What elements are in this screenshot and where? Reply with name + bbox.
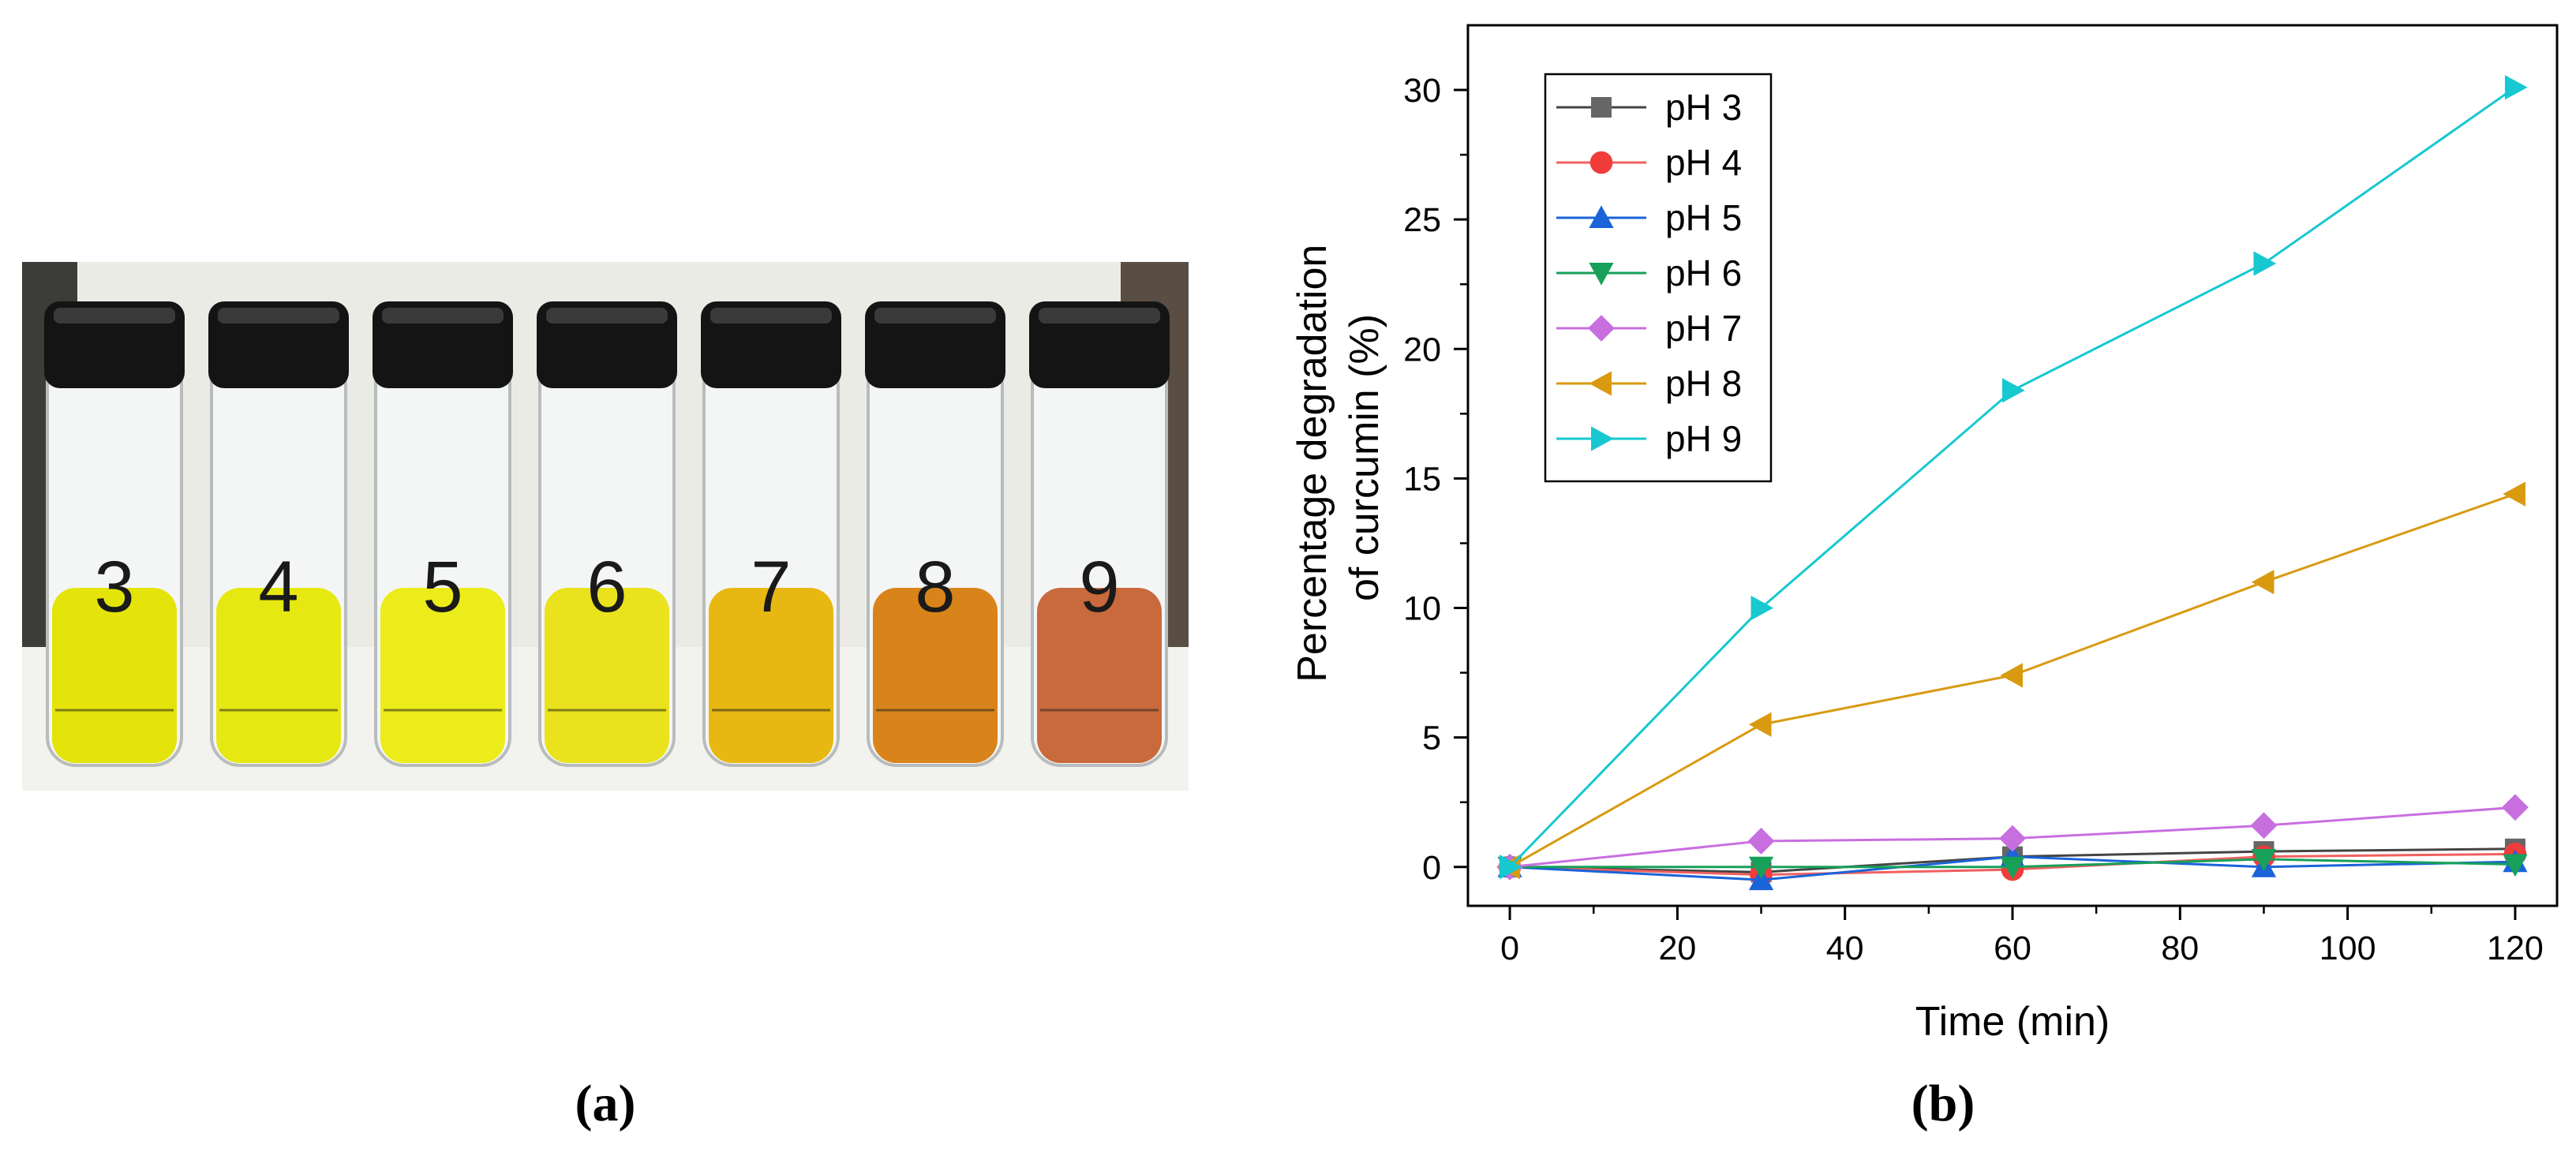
y-tick-label: 5 (1422, 720, 1441, 757)
legend-label: pH 8 (1665, 363, 1742, 404)
vial: 4 (208, 301, 349, 767)
legend-box (1544, 73, 1773, 483)
y-tick-label: 30 (1403, 72, 1441, 110)
vial-liquid (545, 588, 669, 763)
vial-photo: 3 4 5 6 7 8 9 (22, 262, 1189, 791)
y-axis-title: Percentage degradation of curcumin (%) (1290, 233, 1387, 683)
data-point (1500, 855, 1522, 880)
legend-marker (1589, 151, 1613, 174)
y-axis-title-line-2: of curcumin (%) (1342, 314, 1387, 601)
x-tick-label: 120 (2487, 929, 2544, 967)
x-tick-label: 20 (1658, 929, 1696, 967)
vial: 9 (1029, 301, 1170, 767)
vial: 6 (537, 301, 677, 767)
vial-liquid (709, 588, 833, 763)
y-tick-label: 25 (1403, 201, 1441, 239)
vial-liquid (52, 588, 177, 763)
vial: 7 (701, 301, 841, 767)
vial-number-label: 4 (258, 547, 298, 627)
data-point (2250, 812, 2278, 840)
data-point (2251, 848, 2277, 872)
legend-item: pH 8 (1556, 363, 1742, 404)
vial-number-label: 6 (586, 547, 627, 627)
series-group (1496, 75, 2529, 891)
legend-label: pH 5 (1665, 197, 1742, 238)
x-tick-label: 60 (1994, 929, 2031, 967)
data-point (1999, 825, 2026, 852)
data-point (2000, 856, 2025, 880)
legend-label: pH 9 (1665, 418, 1742, 459)
legend-marker (1589, 371, 1612, 396)
vials-group: 3 4 5 6 7 8 9 (44, 301, 1170, 767)
vial-cap-highlight (382, 308, 504, 324)
x-axis-ticks: 0 20 40 60 80 100 120 (1500, 906, 2544, 967)
data-point (2503, 481, 2525, 507)
legend-label: pH 6 (1665, 252, 1742, 294)
legend-label: pH 3 (1665, 87, 1742, 128)
legend-item: pH 5 (1556, 197, 1742, 238)
vial: 5 (373, 301, 513, 767)
legend-marker (1591, 426, 1614, 451)
vial-cap-highlight (218, 308, 339, 324)
y-tick-label: 20 (1403, 331, 1441, 368)
vial-cap-highlight (874, 308, 996, 324)
y-tick-label: 0 (1422, 849, 1441, 887)
legend-marker (1588, 315, 1615, 342)
vial: 8 (865, 301, 1005, 767)
legend: pH 3 pH 4 pH 5 pH 6 pH 7 pH 8 pH 9 (1544, 73, 1773, 483)
data-point (2253, 251, 2277, 276)
x-tick-label: 40 (1826, 929, 1864, 967)
x-tick-label: 100 (2320, 929, 2376, 967)
y-axis-title-line-1: Percentage degradation (1290, 245, 1335, 683)
x-axis-title: Time (min) (1915, 999, 2110, 1045)
data-point (1750, 595, 1774, 621)
data-point (2502, 794, 2529, 821)
panel-a-label: (a) (575, 1075, 636, 1132)
legend-item: pH 7 (1556, 308, 1742, 349)
vial-cap-highlight (546, 308, 668, 324)
vial-number-label: 7 (751, 547, 791, 627)
data-point (2504, 75, 2528, 100)
legend-marker (1589, 205, 1614, 228)
legend-marker (1589, 263, 1614, 286)
vial-number-label: 3 (94, 547, 134, 627)
data-point (2503, 854, 2528, 877)
series-ph-9 (1500, 75, 2528, 880)
vial-cap-highlight (710, 308, 832, 324)
data-point (1748, 712, 1772, 737)
legend-item: pH 4 (1556, 142, 1742, 183)
legend-item: pH 9 (1556, 418, 1742, 459)
data-point (1748, 856, 1774, 880)
legend-label: pH 4 (1665, 142, 1742, 183)
series-ph-8 (1497, 481, 2525, 880)
vial-cap-highlight (54, 308, 175, 324)
vial: 3 (44, 301, 185, 767)
data-point (2002, 378, 2025, 403)
panel-b-label: (b) (1911, 1075, 1975, 1132)
y-tick-label: 15 (1403, 460, 1441, 498)
vial-liquid (380, 588, 505, 763)
vial-number-label: 8 (915, 547, 955, 627)
legend-item: pH 3 (1556, 87, 1742, 128)
vial-number-label: 5 (422, 547, 462, 627)
vial-liquid (216, 588, 341, 763)
legend-marker (1591, 97, 1612, 118)
vial-liquid (1037, 588, 1162, 763)
x-tick-label: 0 (1500, 929, 1519, 967)
data-point (2251, 570, 2275, 595)
legend-label: pH 7 (1665, 308, 1742, 349)
vial-cap-highlight (1039, 308, 1160, 324)
y-axis-ticks: 0 5 10 15 20 25 30 (1403, 72, 1468, 887)
vial-liquid (873, 588, 998, 763)
y-tick-label: 10 (1403, 590, 1441, 628)
vial-number-label: 9 (1079, 547, 1119, 627)
x-tick-label: 80 (2161, 929, 2199, 967)
legend-item: pH 6 (1556, 252, 1742, 294)
data-point (1747, 828, 1775, 855)
data-point (2000, 663, 2023, 688)
